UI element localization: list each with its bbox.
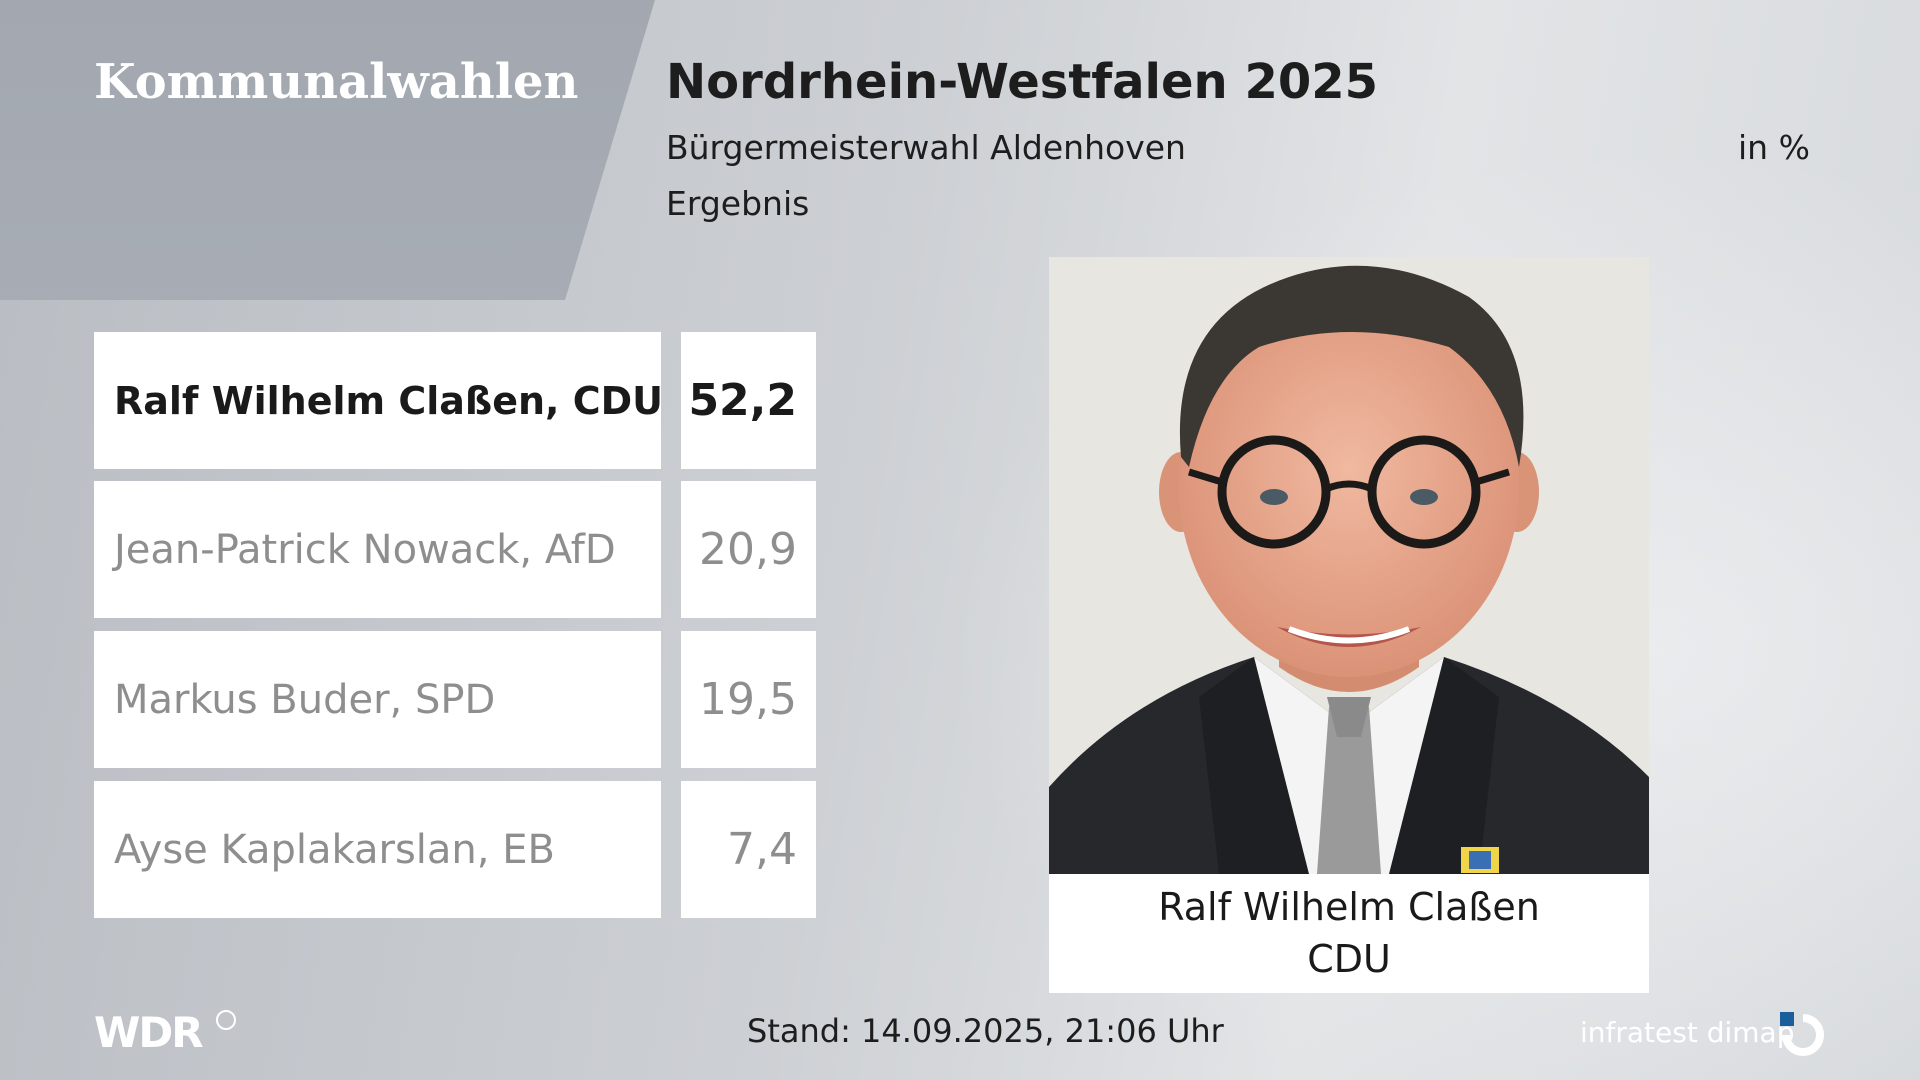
- candidate-name: Ralf Wilhelm Claßen, CDU: [94, 332, 663, 469]
- candidate-percent: 52,2: [681, 332, 816, 469]
- winner-party: CDU: [1307, 936, 1391, 981]
- infratest-logo-icon: [1780, 1012, 1824, 1056]
- winner-photo: [1049, 257, 1649, 874]
- winner-caption: Ralf Wilhelm Claßen CDU: [1049, 874, 1649, 993]
- result-row: Ayse Kaplakarslan, EB 7,4: [94, 781, 816, 918]
- ard-mark-icon: [216, 1010, 236, 1030]
- page-title: Nordrhein-Westfalen 2025: [666, 54, 1379, 110]
- candidate-percent: 19,5: [681, 631, 816, 768]
- result-row: Jean-Patrick Nowack, AfD 20,9: [94, 481, 816, 618]
- page-subtitle: Bürgermeisterwahl Aldenhoven: [666, 128, 1186, 167]
- wdr-logo: WDR: [94, 1008, 204, 1057]
- winner-name: Ralf Wilhelm Claßen: [1158, 885, 1540, 930]
- unit-label: in %: [1738, 128, 1810, 167]
- result-row: Markus Buder, SPD 19,5: [94, 631, 816, 768]
- candidate-percent: 20,9: [681, 481, 816, 618]
- result-label: Ergebnis: [666, 184, 810, 223]
- portrait-illustration: [1049, 265, 1649, 874]
- brand-title: Kommunalwahlen: [94, 54, 579, 110]
- source-label: infratest dimap: [1580, 1016, 1795, 1049]
- timestamp: Stand: 14.09.2025, 21:06 Uhr: [747, 1012, 1224, 1050]
- candidate-name: Ayse Kaplakarslan, EB: [94, 781, 661, 918]
- candidate-name: Jean-Patrick Nowack, AfD: [94, 481, 661, 618]
- candidate-name: Markus Buder, SPD: [94, 631, 661, 768]
- winner-card: Ralf Wilhelm Claßen CDU: [1049, 257, 1649, 993]
- result-row: Ralf Wilhelm Claßen, CDU 52,2: [94, 332, 816, 469]
- candidate-percent: 7,4: [681, 781, 816, 918]
